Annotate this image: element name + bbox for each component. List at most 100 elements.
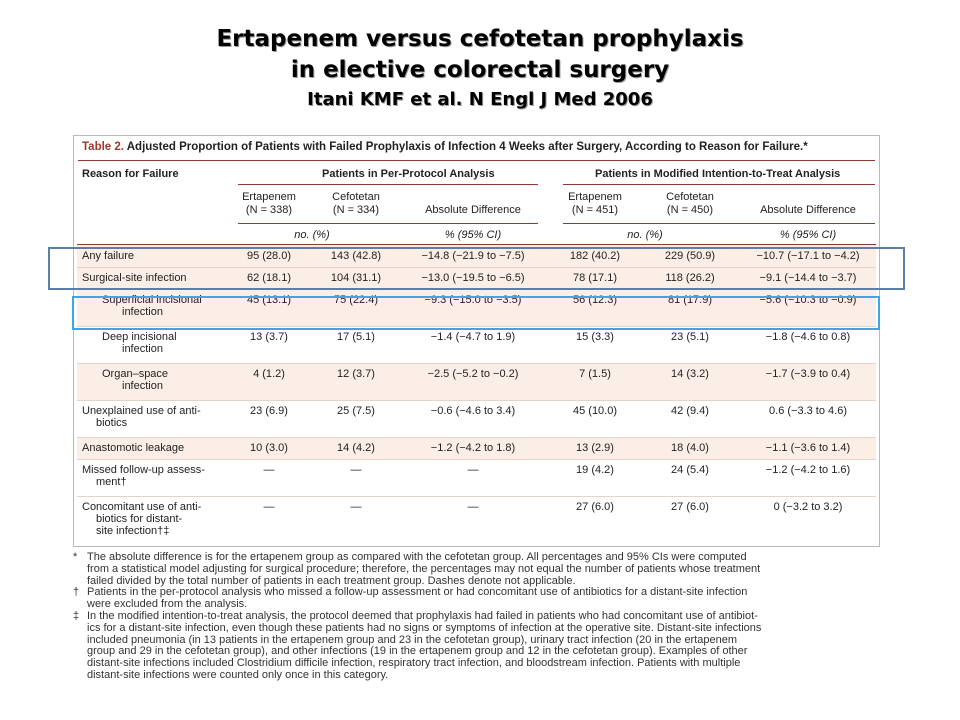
cell-mitt-cefotetan: 229 (50.9) [664, 250, 716, 262]
cell-pp-cefotetan: — [350, 501, 362, 513]
cell-pp-ertapenem: 62 (18.1) [246, 272, 292, 284]
col-pp-absolute-difference: Absolute Difference [425, 204, 521, 216]
row-divider [77, 496, 876, 497]
table-frame: Table 2. Adjusted Proportion of Patients… [73, 135, 880, 547]
table-footnotes: * The absolute difference is for the erta… [73, 551, 893, 682]
cell-mitt-cefotetan: 118 (26.2) [665, 272, 715, 284]
row-divider [77, 363, 876, 364]
rule-top [78, 160, 875, 161]
table-caption-label: Table 2. [82, 141, 124, 153]
footnote-symbol: † [73, 586, 80, 599]
cell-mitt-difference: −9.1 (−14.4 to −3.7) [759, 272, 857, 284]
footnote-text: ics for a distant-site infection, even t… [87, 621, 762, 634]
footnote-line: from a statistical model adjusting for s… [73, 562, 893, 576]
units-pp-no-percent: no. (%) [294, 229, 330, 241]
highlight-box-superficial [72, 296, 880, 330]
cell-mitt-cefotetan: 18 (4.0) [671, 442, 709, 454]
rule-under-modified-itt [563, 184, 875, 185]
row-label: Anastomotic leakage [82, 442, 185, 454]
table-caption: Table 2. Adjusted Proportion of Patients… [82, 141, 872, 153]
cell-mitt-difference: −1.1 (−3.6 to 1.4) [765, 442, 851, 454]
footnote-text: The absolute difference is for the ertap… [87, 551, 747, 563]
col-mitt-cefotetan-n: (N = 450) [666, 204, 714, 216]
cell-mitt-cefotetan: 14 (3.2) [671, 368, 709, 380]
cell-mitt-cefotetan: 27 (6.0) [671, 501, 709, 513]
row-label-continued: infection [122, 343, 163, 355]
col-pp-cefotetan: Cefotetan [332, 191, 380, 203]
header-per-protocol: Patients in Per-Protocol Analysis [322, 168, 495, 180]
footnote-text: were excluded from the analysis. [87, 598, 248, 611]
cell-mitt-cefotetan: 42 (9.4) [671, 405, 709, 417]
cell-pp-ertapenem: 4 (1.2) [253, 368, 285, 380]
cell-mitt-difference: −10.7 (−17.1 to −4.2) [756, 250, 860, 262]
footnote-symbol: ‡ [73, 609, 80, 622]
footnote-text: included pneumonia (in 13 patients in th… [87, 633, 738, 646]
cell-pp-ertapenem: 95 (28.0) [246, 250, 292, 262]
cell-mitt-difference: −1.7 (−3.9 to 0.4) [765, 368, 851, 380]
cell-pp-cefotetan: 14 (4.2) [337, 442, 375, 454]
cell-pp-difference: −2.5 (−5.2 to −0.2) [427, 368, 519, 380]
footnote-text: failed divided by the total number of pa… [87, 574, 576, 587]
units-pp-ci: % (95% CI) [444, 229, 502, 241]
cell-pp-cefotetan: 143 (42.8) [330, 250, 382, 262]
footnote-line: group and 29 in the cefotetan group), an… [73, 645, 893, 658]
col-pp-ertapenem: Ertapenem [242, 191, 296, 203]
row-label-continued: biotics [96, 417, 128, 429]
footnote-line: failed divided by the total number of pa… [73, 574, 893, 588]
units-mitt-no-percent: no. (%) [627, 229, 663, 241]
cell-mitt-ertapenem: 182 (40.2) [569, 250, 621, 262]
cell-mitt-ertapenem: 19 (4.2) [576, 464, 614, 476]
cell-mitt-difference: −1.8 (−4.6 to 0.8) [765, 331, 851, 343]
rule-pp-units [238, 223, 538, 224]
footnote-text: distant-site infections included Clostri… [87, 657, 741, 670]
cell-mitt-difference: 0.6 (−3.3 to 4.6) [769, 405, 847, 417]
cell-pp-cefotetan: 25 (7.5) [337, 405, 375, 417]
row-shading [77, 363, 876, 400]
row-shading [77, 289, 876, 326]
row-label-continued: infection [122, 380, 163, 392]
col-mitt-cefotetan: Cefotetan [666, 191, 714, 203]
highlight-box-any-failure [48, 247, 905, 290]
cell-mitt-difference: 0 (−3.2 to 3.2) [773, 501, 843, 513]
footnote-line: were excluded from the analysis. [73, 598, 893, 611]
slide-citation: Itani KMF et al. N Engl J Med 2006 [307, 89, 653, 110]
row-label: Organ–space [102, 368, 169, 380]
row-label-continued: infection [122, 306, 163, 318]
slide-title-line-1: Ertapenem versus cefotetan prophylaxis [216, 26, 744, 52]
row-label: Concomitant use of anti- [82, 501, 202, 513]
row-divider [77, 437, 876, 438]
cell-pp-cefotetan: 17 (5.1) [337, 331, 375, 343]
footnote-line: * The absolute difference is for the erta… [73, 551, 893, 564]
row-divider [77, 459, 876, 460]
row-divider [77, 326, 876, 327]
footnote-line: included pneumonia (in 13 patients in th… [73, 633, 893, 647]
col-mitt-ertapenem: Ertapenem [568, 191, 622, 203]
cell-mitt-ertapenem: 27 (6.0) [576, 501, 614, 513]
cell-pp-ertapenem: — [263, 501, 275, 513]
cell-pp-ertapenem: 13 (3.7) [250, 331, 288, 343]
cell-pp-difference: −1.4 (−4.7 to 1.9) [430, 331, 516, 343]
cell-mitt-ertapenem: 15 (3.3) [576, 331, 614, 343]
footnote-text: group and 29 in the cefotetan group), an… [87, 645, 748, 658]
footnote-text: from a statistical model adjusting for s… [87, 562, 761, 575]
cell-mitt-cefotetan: 23 (5.1) [671, 331, 709, 343]
footnote-text: Patients in the per-protocol analysis wh… [87, 586, 748, 599]
row-label-continued: site infection†‡ [96, 525, 170, 537]
slide-title-line-2: in elective colorectal surgery [290, 57, 670, 83]
header-modified-itt: Patients in Modified Intention-to-Treat … [595, 168, 841, 180]
cell-mitt-ertapenem: 45 (10.0) [572, 405, 618, 417]
footnote-text: distant-site infections were counted onl… [87, 668, 389, 681]
row-shading [77, 437, 876, 459]
col-mitt-absolute-difference: Absolute Difference [760, 204, 856, 216]
row-label-continued: biotics for distant- [96, 513, 183, 525]
cell-mitt-difference: −1.2 (−4.2 to 1.6) [765, 464, 851, 476]
cell-pp-difference: −13.0 (−19.5 to −6.5) [421, 272, 525, 284]
footnote-line: distant-site infections were counted onl… [73, 668, 893, 682]
cell-mitt-ertapenem: 78 (17.1) [572, 272, 618, 284]
col-mitt-ertapenem-n: (N = 451) [571, 204, 619, 216]
row-divider [77, 267, 876, 268]
cell-pp-cefotetan: 12 (3.7) [337, 368, 375, 380]
row-label: Any failure [82, 250, 134, 262]
cell-pp-difference: −1.2 (−4.2 to 1.8) [430, 442, 516, 454]
cell-pp-cefotetan: 104 (31.1) [330, 272, 382, 284]
